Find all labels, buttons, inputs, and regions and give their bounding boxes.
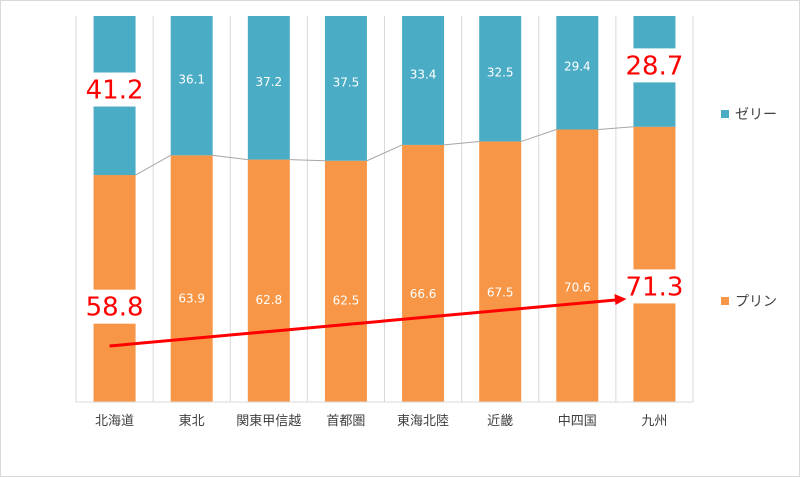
legend-label-jelly: ゼリー bbox=[735, 107, 777, 123]
x-tick-label: 中四国 bbox=[558, 414, 597, 429]
x-tick-label: 近畿 bbox=[487, 414, 513, 429]
data-label-bg bbox=[626, 48, 683, 83]
trend-arrow-head bbox=[614, 294, 627, 305]
bar-jelly-6 bbox=[556, 16, 599, 130]
data-label-jelly-4: 33.4 bbox=[410, 67, 437, 81]
bar-jelly-5 bbox=[479, 16, 522, 142]
data-label-pudding-4: 66.6 bbox=[410, 287, 437, 301]
bar-jelly-3 bbox=[324, 16, 367, 161]
data-label-pudding-2: 62.8 bbox=[255, 293, 282, 307]
x-tick-label: 東北 bbox=[179, 413, 205, 429]
x-tick-label: 首都圏 bbox=[326, 414, 365, 429]
x-tick-label: 九州 bbox=[641, 414, 667, 429]
bar-jelly-4 bbox=[402, 16, 445, 145]
series-line bbox=[521, 129, 557, 142]
data-label-jelly-2: 37.2 bbox=[255, 75, 282, 89]
data-label-pudding-0: 58.8 bbox=[86, 293, 144, 323]
data-label-jelly-5: 32.5 bbox=[487, 66, 514, 80]
bar-jelly-2 bbox=[247, 16, 290, 160]
series-line bbox=[598, 126, 634, 130]
x-tick-label: 関東甲信越 bbox=[236, 413, 301, 429]
bar-pudding-3 bbox=[324, 160, 367, 402]
data-label-jelly-1: 36.1 bbox=[178, 73, 205, 87]
data-label-bg bbox=[86, 72, 143, 107]
bar-pudding-7 bbox=[633, 126, 676, 403]
series-line bbox=[444, 140, 480, 146]
data-label-jelly-0: 41.2 bbox=[86, 76, 144, 106]
data-label-pudding-5: 67.5 bbox=[487, 286, 514, 300]
legend-swatch-pudding bbox=[721, 297, 729, 305]
bar-pudding-6 bbox=[556, 129, 599, 402]
series-line bbox=[289, 159, 325, 162]
legend-swatch-jelly bbox=[721, 110, 729, 118]
bar-pudding-1 bbox=[170, 155, 213, 402]
trend-arrow-line bbox=[109, 298, 619, 348]
bar-pudding-0 bbox=[93, 175, 136, 402]
data-label-bg bbox=[626, 269, 683, 304]
legend-label-pudding: プリン bbox=[735, 294, 777, 310]
data-label-jelly-6: 29.4 bbox=[564, 60, 591, 74]
bar-pudding-2 bbox=[247, 159, 290, 402]
bar-jelly-1 bbox=[170, 16, 213, 156]
data-label-pudding-7: 71.3 bbox=[625, 272, 683, 302]
series-line bbox=[135, 154, 171, 176]
x-tick-label: 北海道 bbox=[95, 414, 134, 429]
x-tick-label: 東海北陸 bbox=[397, 413, 449, 429]
data-label-jelly-3: 37.5 bbox=[333, 75, 360, 89]
data-label-pudding-1: 63.9 bbox=[178, 291, 205, 305]
data-label-jelly-7: 28.7 bbox=[625, 51, 683, 81]
legend-item-jelly: ゼリー bbox=[721, 104, 777, 124]
legend-item-pudding: プリン bbox=[721, 291, 777, 311]
data-label-pudding-6: 70.6 bbox=[564, 281, 591, 295]
data-label-pudding-3: 62.5 bbox=[333, 294, 360, 308]
bar-pudding-4 bbox=[402, 144, 445, 402]
data-label-bg bbox=[86, 289, 143, 324]
series-line bbox=[366, 144, 403, 162]
series-line bbox=[212, 154, 248, 161]
bar-pudding-5 bbox=[479, 141, 522, 402]
